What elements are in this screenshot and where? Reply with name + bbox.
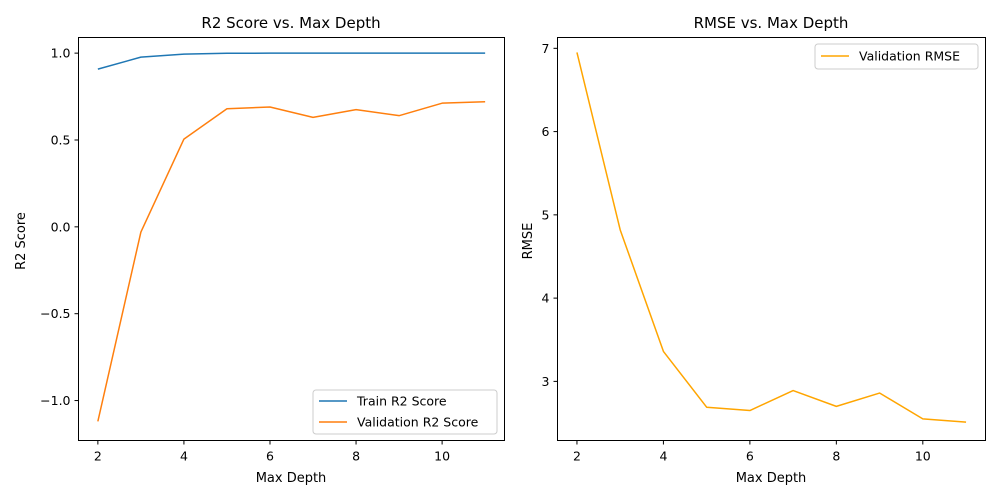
rmse-x-ticks: 2 4 6 8 10 xyxy=(573,440,931,464)
rmse-y-tick-label: 4 xyxy=(542,291,550,306)
rmse-y-tick-label: 6 xyxy=(542,124,550,139)
rmse-subplot: RMSE vs. Max Depth Max Depth RMSE 2 4 6 8 10… xyxy=(521,14,986,486)
r2-y-tick-label: −0.5 xyxy=(40,306,70,321)
rmse-y-tick-label: 7 xyxy=(542,41,550,56)
rmse-y-tick-label: 5 xyxy=(542,207,550,222)
r2-y-ticks: −1.0 −0.5 0.0 0.5 1.0 xyxy=(40,46,79,408)
rmse-chart-title: RMSE vs. Max Depth xyxy=(694,14,849,32)
r2-x-tick-label: 4 xyxy=(180,449,188,464)
r2-y-tick-label: 0.5 xyxy=(51,132,71,147)
rmse-legend-label-validation: Validation RMSE xyxy=(859,49,960,64)
r2-line-validation-r2-score xyxy=(97,101,486,422)
rmse-series-lines xyxy=(576,52,967,423)
rmse-x-tick-label: 4 xyxy=(659,449,667,464)
r2-y-tick-label: −1.0 xyxy=(40,393,70,408)
r2-x-axis-label: Max Depth xyxy=(256,471,327,486)
rmse-plot-frame xyxy=(557,37,986,441)
r2-x-tick-label: 6 xyxy=(266,449,274,464)
rmse-x-axis-label: Max Depth xyxy=(736,471,807,486)
r2-legend-label-validation: Validation R2 Score xyxy=(357,415,479,430)
rmse-y-axis-label: RMSE xyxy=(521,223,536,260)
r2-y-tick-label: 1.0 xyxy=(51,46,71,61)
r2-legend-box xyxy=(312,389,498,435)
r2-line-train-r2-score xyxy=(97,52,486,70)
r2-subplot: R2 Score vs. Max Depth Max Depth R2 Scor… xyxy=(14,14,505,486)
r2-plot-frame xyxy=(78,37,505,441)
rmse-y-ticks: 3 4 5 6 7 xyxy=(542,41,558,389)
rmse-x-tick-label: 2 xyxy=(573,449,581,464)
rmse-legend: Validation RMSE xyxy=(814,43,979,70)
r2-x-tick-label: 10 xyxy=(434,449,450,464)
r2-y-tick-label: 0.0 xyxy=(51,219,71,234)
rmse-x-tick-label: 8 xyxy=(832,449,840,464)
r2-x-tick-label: 2 xyxy=(94,449,102,464)
r2-series-lines xyxy=(97,52,486,422)
rmse-x-tick-label: 10 xyxy=(915,449,931,464)
r2-legend: Train R2 Score Validation R2 Score xyxy=(312,389,498,435)
rmse-y-tick-label: 3 xyxy=(542,374,550,389)
r2-legend-label-train: Train R2 Score xyxy=(356,394,447,409)
r2-y-axis-label: R2 Score xyxy=(14,212,29,270)
r2-chart-title: R2 Score vs. Max Depth xyxy=(201,14,380,32)
rmse-line-validation-rmse xyxy=(576,52,967,423)
rmse-x-tick-label: 6 xyxy=(746,449,754,464)
r2-x-ticks: 2 4 6 8 10 xyxy=(94,440,450,464)
rmse-legend-box xyxy=(814,43,979,70)
r2-x-tick-label: 8 xyxy=(352,449,360,464)
